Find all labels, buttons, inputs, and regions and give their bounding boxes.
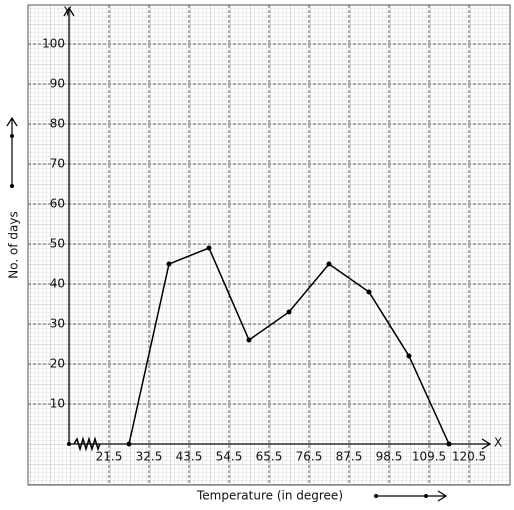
x-tick-label: 65.5 <box>256 450 283 464</box>
x-label-arrow <box>376 490 448 502</box>
data-point <box>366 289 372 295</box>
x-tick-label: 87.5 <box>336 450 363 464</box>
x-arrow <box>481 438 492 450</box>
x-tick-label: 54.5 <box>216 450 243 464</box>
data-point <box>446 441 452 447</box>
y-tick-label: 70 <box>50 157 65 171</box>
arrow-dot <box>10 134 14 138</box>
x-tick-label: 120.5 <box>452 450 486 464</box>
origin-dot <box>67 442 71 446</box>
y-tick-label: 30 <box>50 317 65 331</box>
data-point <box>166 261 172 267</box>
data-point <box>126 441 132 447</box>
data-point <box>406 353 412 359</box>
x-tick-label: 76.5 <box>296 450 323 464</box>
x-tick-label: 32.5 <box>136 450 163 464</box>
y-label-arrow <box>6 116 18 186</box>
axis-break <box>73 436 101 452</box>
y-axis-name: Y <box>63 5 72 19</box>
y-tick-label: 40 <box>50 277 65 291</box>
x-tick-label: 43.5 <box>176 450 203 464</box>
y-tick-label: 90 <box>50 77 65 91</box>
data-point <box>246 337 252 343</box>
x-axis-name: X <box>494 436 502 450</box>
x-axis-label: Temperature (in degree) <box>196 489 343 503</box>
data-point <box>326 261 332 267</box>
arrow-dot <box>10 184 14 188</box>
y-tick-label: 20 <box>50 357 65 371</box>
arrow-dot <box>424 494 428 498</box>
data-point <box>286 309 292 315</box>
x-tick-label: 109.5 <box>412 450 446 464</box>
y-tick-label: 100 <box>42 37 65 51</box>
x-tick-label: 98.5 <box>376 450 403 464</box>
y-arrow <box>63 6 75 17</box>
y-axis-label: No. of days <box>7 211 21 278</box>
y-tick-label: 80 <box>50 117 65 131</box>
y-tick-label: 60 <box>50 197 65 211</box>
y-tick-label: 10 <box>50 397 65 411</box>
x-tick-label: 21.5 <box>96 450 123 464</box>
data-point <box>206 245 212 251</box>
arrow-dot <box>374 494 378 498</box>
y-tick-label: 50 <box>50 237 65 251</box>
